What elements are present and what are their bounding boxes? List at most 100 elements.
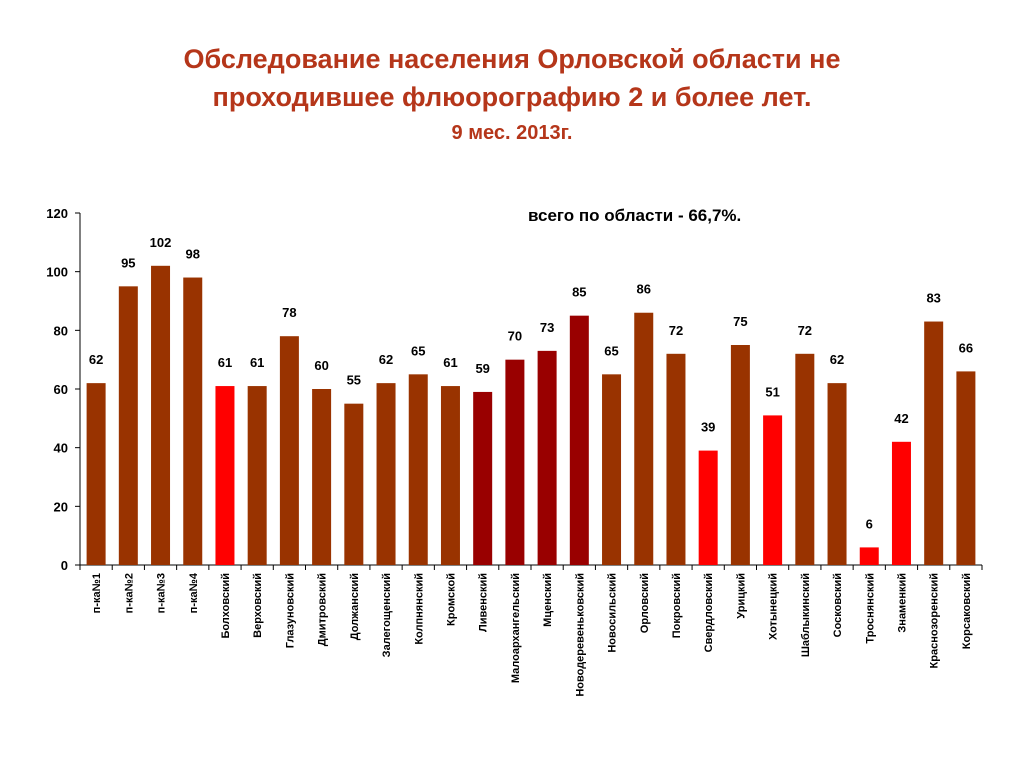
data-label: 78 xyxy=(282,305,296,320)
bar xyxy=(891,441,911,565)
category-label: п-ка№4 xyxy=(188,572,200,613)
category-label: Урицкий xyxy=(735,573,747,619)
category-label: Хотынецкий xyxy=(768,573,780,640)
bar xyxy=(247,386,267,565)
data-label: 86 xyxy=(637,282,651,297)
category-label: п-ка№1 xyxy=(91,573,103,613)
slide-title-block: Обследование населения Орловской области… xyxy=(0,40,1024,148)
bar xyxy=(924,321,944,565)
data-labels: 62 95 102 98 61 61 78 60 55 62 65 61 59 70 73 85 65 86 72 3… xyxy=(89,235,973,532)
data-label: 66 xyxy=(959,340,973,355)
region-total-annotation: всего по области - 66,7%. xyxy=(528,206,741,225)
bar xyxy=(151,265,171,565)
category-label: Верховский xyxy=(252,573,264,638)
category-label: Малоархангельский xyxy=(510,573,522,683)
data-label: 65 xyxy=(604,343,618,358)
y-tick-label: 80 xyxy=(54,323,68,338)
bar xyxy=(795,353,815,565)
y-axis: 0 20 40 60 80 100 120 xyxy=(46,206,81,573)
category-label: Глазуновский xyxy=(284,573,296,648)
category-label: п-ка№2 xyxy=(123,573,135,613)
bar xyxy=(215,386,235,565)
bar xyxy=(956,371,976,565)
category-label: Новосильский xyxy=(607,573,619,653)
data-label: 59 xyxy=(475,361,489,376)
category-label: Мценский xyxy=(542,573,554,627)
y-tick-label: 40 xyxy=(54,441,68,456)
data-label: 6 xyxy=(866,516,873,531)
x-axis xyxy=(79,564,983,570)
bar xyxy=(183,277,203,565)
data-label: 72 xyxy=(669,323,683,338)
category-label: Покровский xyxy=(671,573,683,638)
bar xyxy=(666,353,686,565)
category-label: п-ка№3 xyxy=(156,573,168,613)
y-tick-label: 100 xyxy=(46,265,68,280)
data-label: 98 xyxy=(186,247,200,262)
bar xyxy=(440,386,460,565)
data-label: 72 xyxy=(798,323,812,338)
bar xyxy=(634,312,654,565)
data-label: 70 xyxy=(508,329,522,344)
slide-title-line-1: Обследование населения Орловской области… xyxy=(183,44,841,74)
bar xyxy=(344,403,364,565)
bar xyxy=(473,391,493,565)
data-label: 65 xyxy=(411,343,425,358)
bar xyxy=(698,450,718,565)
category-label: Корсаковский xyxy=(961,573,973,649)
category-label: Троснянский xyxy=(864,573,876,644)
data-label: 73 xyxy=(540,320,554,335)
category-label: Краснозоренский xyxy=(929,573,941,668)
data-label: 102 xyxy=(150,235,172,250)
category-label: Ливенский xyxy=(478,573,490,632)
data-label: 51 xyxy=(765,384,779,399)
bar xyxy=(312,389,332,565)
category-label: Орловский xyxy=(639,573,651,633)
bar xyxy=(602,374,622,565)
data-label: 61 xyxy=(218,355,232,370)
data-label: 39 xyxy=(701,420,715,435)
bar xyxy=(408,374,428,565)
data-label: 62 xyxy=(830,352,844,367)
category-label: Знаменкий xyxy=(896,573,908,633)
category-label: Кромской xyxy=(445,573,457,626)
data-label: 75 xyxy=(733,314,747,329)
bar xyxy=(118,286,138,565)
data-label: 95 xyxy=(121,255,135,270)
data-label: 55 xyxy=(347,373,361,388)
data-label: 83 xyxy=(926,291,940,306)
data-label: 61 xyxy=(443,355,457,370)
category-label: Дмитровский xyxy=(317,573,329,646)
bar xyxy=(86,383,106,565)
category-label: Свердловский xyxy=(703,573,715,652)
category-label: Должанский xyxy=(349,573,361,640)
y-tick-label: 60 xyxy=(54,382,68,397)
bars xyxy=(86,265,976,565)
category-label: Сосковский xyxy=(832,573,844,637)
data-label: 62 xyxy=(89,352,103,367)
bar xyxy=(730,345,750,565)
data-label: 62 xyxy=(379,352,393,367)
category-labels: п-ка№1 п-ка№2 п-ка№3 п-ка№4 Болховский Верхов… xyxy=(91,572,973,697)
bar xyxy=(569,315,589,565)
data-label: 61 xyxy=(250,355,264,370)
y-tick-label: 120 xyxy=(46,206,68,221)
bar xyxy=(763,415,783,565)
slide-title-line-2: проходившее флюорографию 2 и более лет. xyxy=(212,82,812,112)
bar xyxy=(279,336,299,565)
bar xyxy=(827,383,847,565)
data-label: 42 xyxy=(894,411,908,426)
category-label: Шаблыкинский xyxy=(800,573,812,657)
data-label: 60 xyxy=(314,358,328,373)
slide-subtitle: 9 мес. 2013г. xyxy=(451,122,573,144)
category-label: Залегощенский xyxy=(381,573,393,657)
bar xyxy=(376,383,396,565)
y-tick-label: 20 xyxy=(54,499,68,514)
category-label: Колпнянский xyxy=(413,573,425,645)
bar xyxy=(859,547,879,565)
bar xyxy=(537,350,557,565)
category-label: Болховский xyxy=(220,573,232,639)
bar xyxy=(505,359,525,565)
y-tick-label: 0 xyxy=(61,558,68,573)
